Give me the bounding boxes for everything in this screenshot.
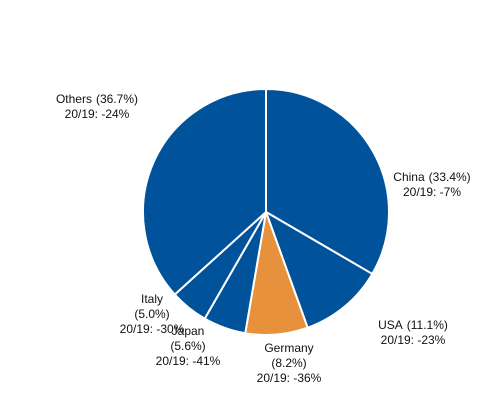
value-label: (5.6%) [170, 339, 205, 353]
slice-name: Italy [141, 292, 163, 306]
change-label: 20/19: -36% [257, 371, 322, 385]
slice-name: China [393, 170, 425, 184]
change-label: 20/19: -7% [403, 185, 461, 199]
change-label: 20/19: -24% [65, 107, 130, 121]
slice-name: USA [378, 318, 403, 332]
value-label: (5.0%) [134, 307, 169, 321]
slice-label: Germany [264, 341, 313, 355]
change-label: 20/19: -23% [381, 333, 446, 347]
slice-label: 20/19: -7% [403, 185, 461, 199]
pie-slice [264, 209, 374, 330]
slice-name: Japan [172, 324, 205, 338]
slice-label: Italy [141, 292, 163, 306]
slice-label: (5.6%) [170, 339, 205, 353]
slice-label: 20/19: -30% [120, 322, 185, 336]
value-label: (33.4%) [429, 170, 471, 184]
pie-slice [142, 87, 267, 296]
value-label: (8.2%) [271, 356, 306, 370]
slice-label: 20/19: -24% [65, 107, 130, 121]
pie-slice [265, 87, 390, 276]
value-label: (36.7%) [96, 92, 138, 106]
slice-label: (8.2%) [271, 356, 306, 370]
slice-label: USA (11.1%) [378, 318, 448, 332]
slice-name: Germany [264, 341, 313, 355]
change-label: 20/19: -30% [120, 322, 185, 336]
slice-label: 20/19: -23% [381, 333, 446, 347]
slice-label: China (33.4%) [393, 170, 470, 184]
slice-label: Others (36.7%) [56, 92, 138, 106]
slice-label: 20/19: -36% [257, 371, 322, 385]
change-label: 20/19: -41% [156, 354, 221, 368]
slice-label: 20/19: -41% [156, 354, 221, 368]
slice-label: (5.0%) [134, 307, 169, 321]
slice-label: Japan [172, 324, 205, 338]
slice-name: Others [56, 92, 92, 106]
value-label: (11.1%) [407, 318, 448, 332]
